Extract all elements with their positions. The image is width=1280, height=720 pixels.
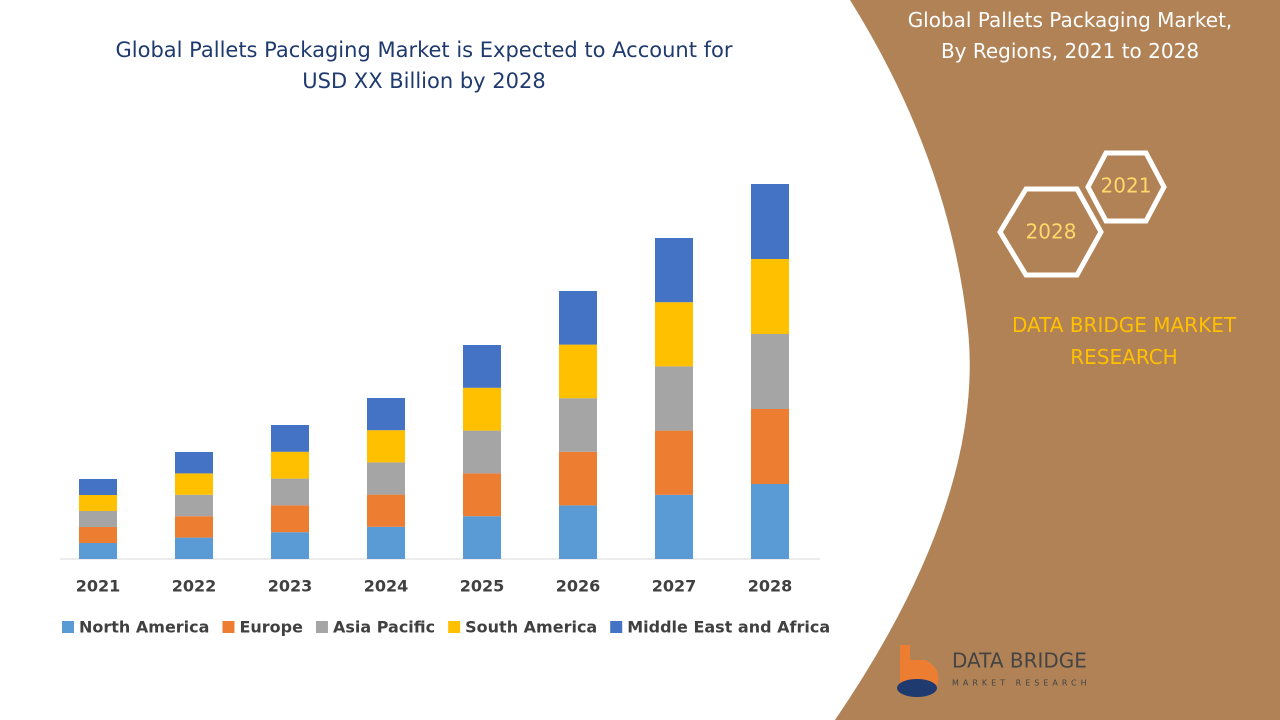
hex-label: 2021 xyxy=(1101,174,1152,198)
hexagon xyxy=(997,186,1104,278)
bar-segment xyxy=(655,494,693,559)
x-tick-label: 2025 xyxy=(460,577,505,596)
bar-segment xyxy=(559,505,597,559)
hexagon xyxy=(1085,150,1167,224)
bar-segment xyxy=(463,473,501,517)
bar-segment xyxy=(559,398,597,452)
bar-segment xyxy=(79,511,117,527)
bar-segment xyxy=(655,366,693,431)
bar-segment xyxy=(655,430,693,495)
legend-swatch xyxy=(62,621,74,633)
x-tick-label: 2028 xyxy=(748,577,793,596)
hex-label: 2028 xyxy=(1026,220,1077,244)
legend-swatch xyxy=(222,621,235,633)
bar-segment xyxy=(367,494,405,527)
panel-title: Global Pallets Packaging Market, By Regio… xyxy=(908,8,1233,63)
bar-segment xyxy=(175,473,213,495)
legend-label: North America xyxy=(79,618,209,637)
bar-segment xyxy=(463,516,501,559)
x-tick-label: 2027 xyxy=(652,577,697,596)
bar-segment xyxy=(79,479,117,495)
bar-segment xyxy=(175,516,213,538)
bar-segment xyxy=(367,462,405,495)
chart-title: Global Pallets Packaging Market is Expec… xyxy=(115,38,732,93)
bar-segment xyxy=(559,451,597,506)
bar-segment xyxy=(271,425,309,452)
bar-segment xyxy=(751,409,789,484)
bar-segment xyxy=(175,494,213,517)
bar-segment xyxy=(79,495,117,511)
bar-segment xyxy=(271,532,309,559)
bar-segment xyxy=(79,527,117,543)
side-panel xyxy=(835,0,1280,720)
x-tick-label: 2023 xyxy=(268,577,313,596)
x-tick-label: 2021 xyxy=(76,577,121,596)
bar-segment xyxy=(751,259,789,334)
legend-swatch xyxy=(448,621,461,633)
bar-segment xyxy=(655,302,693,367)
legend-label: South America xyxy=(465,618,597,637)
brand: DATA BRIDGE MARKET RESEARCH xyxy=(1012,313,1237,369)
x-tick-label: 2022 xyxy=(172,577,217,596)
x-tick-label: 2026 xyxy=(556,577,601,596)
bar-segment xyxy=(751,334,789,409)
bar-segment xyxy=(367,430,405,463)
bar-segment xyxy=(463,430,501,474)
legend-label: Middle East and Africa xyxy=(627,618,830,637)
bar-segment xyxy=(271,478,309,506)
bar-segment xyxy=(463,345,501,388)
legend-swatch xyxy=(610,621,623,633)
logo-icon xyxy=(897,679,937,697)
legend-label: Europe xyxy=(239,618,303,637)
bar-segment xyxy=(655,238,693,303)
bar-segment xyxy=(463,387,501,431)
bar-segment xyxy=(367,398,405,431)
bar-segment xyxy=(751,184,789,259)
bar-segment xyxy=(175,452,213,474)
bar-segment xyxy=(559,291,597,345)
bar-segment xyxy=(751,484,789,559)
legend-swatch xyxy=(315,621,328,633)
bar-segment xyxy=(175,537,213,559)
bar-segment xyxy=(271,451,309,479)
logo-tagline: MARKET RESEARCH xyxy=(952,679,1091,688)
bar-segment xyxy=(79,543,117,559)
legend-label: Asia Pacific xyxy=(333,618,435,637)
x-tick-label: 2024 xyxy=(364,577,409,596)
bar-segment xyxy=(559,344,597,399)
bar-segment xyxy=(271,505,309,533)
logo-name: DATA BRIDGE xyxy=(952,649,1087,673)
bar-segment xyxy=(367,526,405,559)
